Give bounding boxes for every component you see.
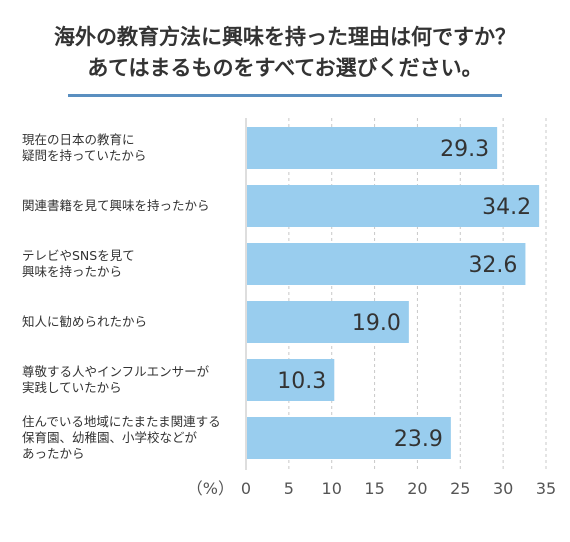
x-tick-label-20: 20 [407,479,427,498]
x-tick-label-5: 5 [284,479,294,498]
category-label-4-1: 実践していたから [22,380,122,395]
x-tick-label-10: 10 [322,479,342,498]
bar-5 [247,417,451,459]
value-label-1: 34.2 [482,195,531,220]
x-tick-label-35: 35 [536,479,556,498]
category-label-5-1: 保育園、幼稚園、小学校などが [22,430,198,445]
chart-title-line-2: あてはまるものをすべてお選びください。 [87,56,483,80]
category-label-0-0: 現在の日本の教育に [22,132,135,147]
chart-title-line-1: 海外の教育方法に興味を持った理由は何ですか？ [54,25,516,49]
value-label-0: 29.3 [440,137,489,162]
value-label-3: 19.0 [352,311,401,336]
category-label-2-0: テレビやSNSを見て [22,248,135,263]
category-label-1-0: 関連書籍を見て興味を持ったから [22,198,210,213]
title-underline [68,94,502,97]
value-label-4: 10.3 [277,369,326,394]
x-unit-label: （%） [187,479,234,498]
category-label-2-1: 興味を持ったから [22,264,122,279]
bar-0 [247,127,498,169]
x-tick-label-25: 25 [450,479,470,498]
bar-3 [247,301,409,343]
x-tick-label-15: 15 [364,479,384,498]
category-label-5-0: 住んでいる地域にたまたま関連する [22,414,221,429]
bar-1 [247,185,540,227]
bar-2 [247,243,526,285]
category-label-0-1: 疑問を持っていたから [22,148,146,163]
category-label-3-0: 知人に勧められたから [22,314,147,329]
x-tick-label-30: 30 [493,479,513,498]
category-label-5-2: あったから [22,446,85,461]
value-label-2: 32.6 [468,253,517,278]
chart-title: 海外の教育方法に興味を持った理由は何ですか？ あてはまるものをすべてお選びくださ… [0,22,570,84]
x-tick-label-0: 0 [241,479,251,498]
value-label-5: 23.9 [394,427,443,452]
bar-4 [247,359,335,401]
category-label-4-0: 尊敬する人やインフルエンサーが [22,364,210,379]
